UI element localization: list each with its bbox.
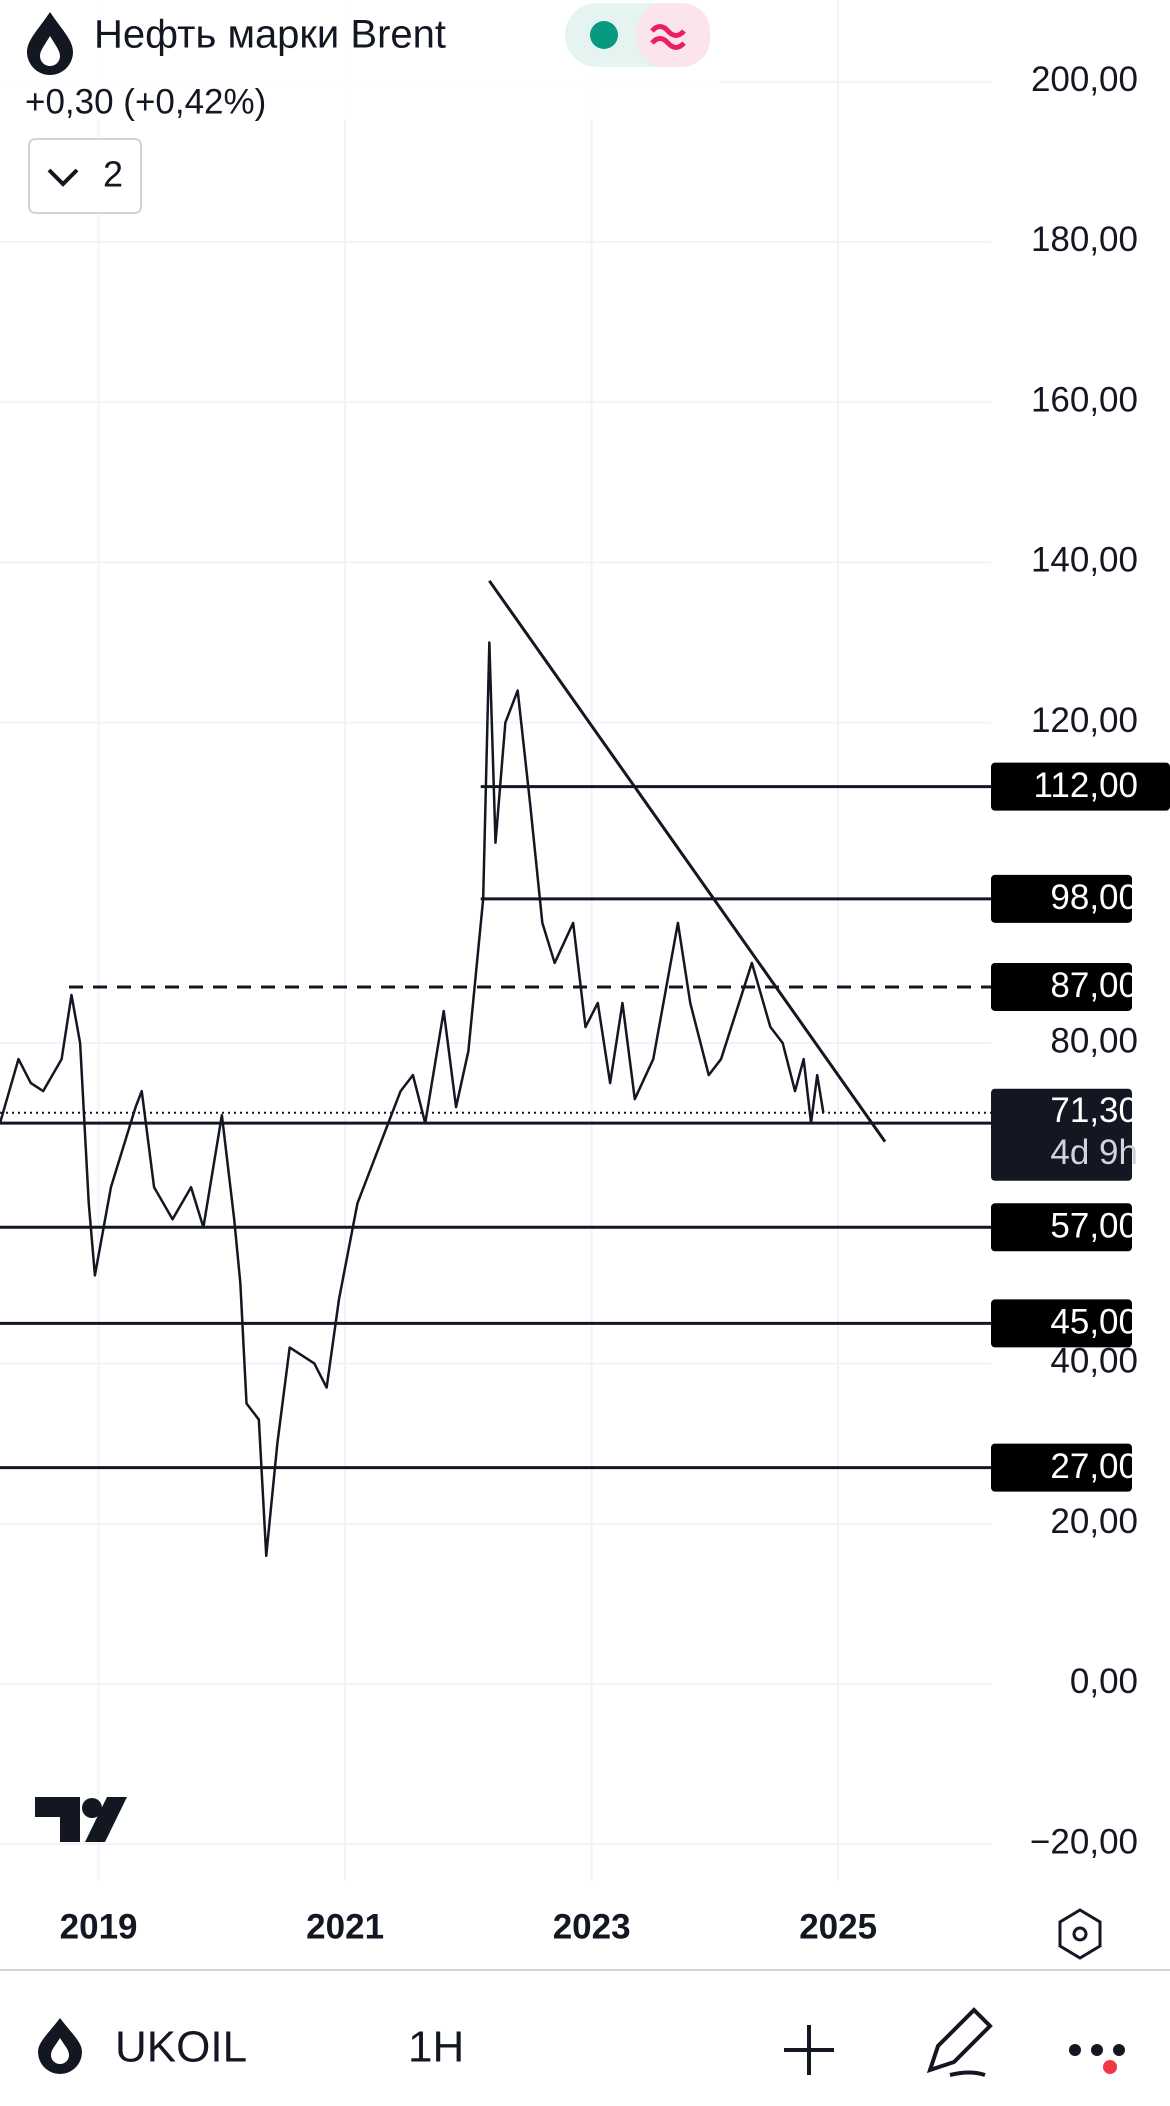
- x-tick-label: 2019: [60, 1907, 138, 1946]
- collapse-count: 2: [103, 154, 123, 195]
- interval-button[interactable]: 1H: [408, 2023, 464, 2072]
- tradingview-logo: [35, 1797, 127, 1842]
- y-tick-label: 120,00: [1031, 701, 1138, 740]
- last-price-tag: [991, 1088, 1132, 1181]
- level-label: 98,00: [1050, 878, 1138, 917]
- level-tag: [991, 1443, 1132, 1492]
- level-label: 112,00: [1034, 766, 1138, 805]
- grid: [0, 0, 991, 1881]
- x-tick-label: 2023: [553, 1907, 631, 1946]
- chart-title: Нефть марки Brent: [94, 13, 446, 57]
- add-button[interactable]: [784, 2025, 834, 2075]
- level-tag: [991, 874, 1132, 923]
- level-label: 87,00: [1050, 966, 1138, 1005]
- notification-dot: [1103, 2060, 1117, 2074]
- x-tick-label: 2021: [306, 1907, 384, 1946]
- y-tick-label: 200,00: [1031, 60, 1138, 99]
- symbol-button[interactable]: UKOIL: [115, 2023, 247, 2072]
- y-tick-label: 40,00: [1050, 1342, 1138, 1381]
- x-tick-label: 2025: [799, 1907, 877, 1946]
- collapse-button[interactable]: [28, 138, 142, 214]
- y-tick-label: 80,00: [1050, 1021, 1138, 1060]
- y-tick-label: 160,00: [1031, 380, 1138, 419]
- delay-icon: [650, 24, 686, 50]
- level-label: 45,00: [1050, 1303, 1138, 1342]
- level-tag: [991, 1299, 1132, 1348]
- symbol-icon-inner: [51, 2038, 69, 2064]
- axis: 200,00 180,00 160,00 140,00 120,00 80,00 40,00…: [60, 60, 1170, 1946]
- level-tag: [991, 1203, 1132, 1252]
- trend-line: [488, 579, 887, 1143]
- market-open-dot: [590, 21, 618, 49]
- chevron-icon: [47, 168, 79, 187]
- level-label: 57,00: [1050, 1207, 1138, 1246]
- y-tick-label: −20,00: [1030, 1822, 1138, 1861]
- level-label: 27,00: [1050, 1447, 1138, 1486]
- settings-icon: [1072, 1926, 1088, 1942]
- draw-button[interactable]: [926, 2007, 993, 2077]
- price-line: [0, 641, 825, 1557]
- more-button[interactable]: [1069, 2044, 1125, 2056]
- price-change: +0,30 (+0,42%): [25, 82, 266, 121]
- last-price-label: 71,30: [1050, 1091, 1138, 1130]
- plot: [0, 579, 991, 1557]
- y-tick-label: 140,00: [1031, 541, 1138, 580]
- countdown-label: 4d 9h: [1050, 1133, 1138, 1172]
- level-tag: [991, 962, 1132, 1011]
- y-tick-label: 20,00: [1050, 1502, 1138, 1541]
- y-tick-label: 0,00: [1070, 1662, 1138, 1701]
- symbol-icon-inner: [40, 36, 60, 66]
- y-tick-label: 180,00: [1031, 220, 1138, 259]
- level-tag: [991, 762, 1170, 811]
- settings-button[interactable]: [1058, 1908, 1102, 1960]
